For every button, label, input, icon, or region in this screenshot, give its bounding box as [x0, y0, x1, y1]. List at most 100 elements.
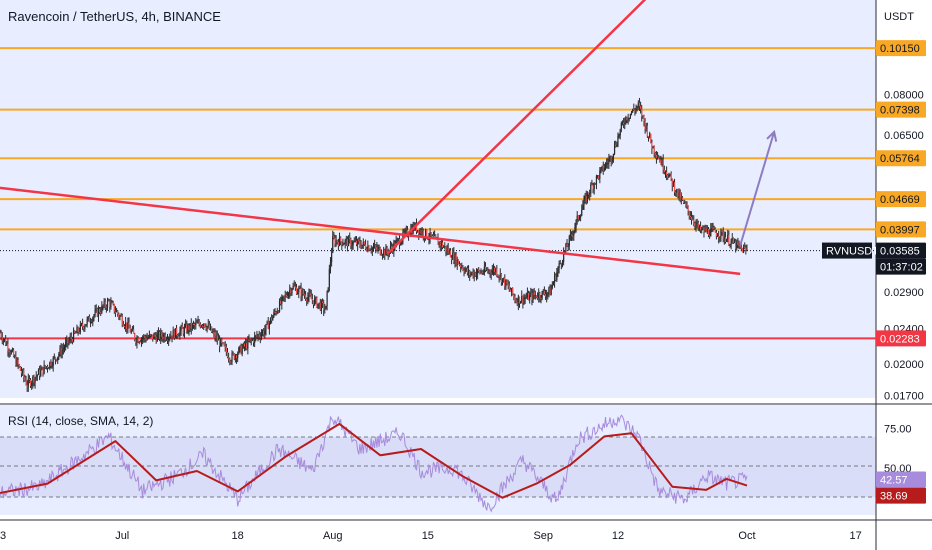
candle-body [23, 370, 25, 378]
candle-body [323, 303, 325, 311]
candle-body [362, 241, 364, 245]
candle-body [551, 285, 553, 289]
candle-body [312, 300, 315, 305]
candle-body [294, 286, 296, 288]
candle-body [130, 330, 132, 333]
time-tick-label: Aug [323, 530, 343, 542]
candle-body [435, 235, 437, 238]
candle-body [89, 322, 92, 324]
candle-body [575, 220, 577, 228]
candle-body [164, 334, 166, 340]
candle-body [504, 277, 506, 287]
candle-body [222, 342, 224, 344]
candle-body [200, 325, 203, 327]
candle-body [72, 331, 75, 342]
candle-body [69, 337, 71, 341]
candle-body [199, 324, 201, 327]
candle-body [561, 261, 564, 265]
candle-body [252, 339, 255, 343]
candle-body [478, 269, 480, 271]
price-level-lines [0, 47, 876, 340]
candle-body [548, 287, 550, 293]
candle-body [452, 252, 454, 260]
candle-body [196, 322, 198, 324]
candle-body [535, 295, 538, 298]
candle-body [298, 288, 300, 293]
candle-body [293, 285, 295, 287]
candle-body [385, 247, 387, 256]
candle-body [332, 236, 334, 253]
candle-body [230, 361, 232, 363]
candle-body [181, 326, 183, 329]
candle-body [67, 339, 69, 344]
candle-body [264, 330, 266, 335]
candle-body [208, 324, 210, 330]
candle-body [714, 228, 716, 233]
candle-body [400, 243, 402, 246]
candle-body [654, 153, 656, 155]
price-level-tag-bg [876, 40, 926, 57]
candle-body [368, 246, 370, 251]
candle-body [417, 230, 419, 232]
trendlines [0, 0, 778, 276]
candle-body [175, 328, 178, 336]
candle-body [612, 153, 615, 159]
candle-body [505, 280, 507, 287]
candle-body [244, 343, 247, 347]
candle-body [1, 337, 3, 341]
candle-body [440, 242, 442, 246]
price-level-tag-bg [876, 191, 926, 208]
candle-body [338, 237, 341, 246]
candle-body [637, 102, 639, 107]
candle-body [431, 235, 433, 237]
candle-body [420, 230, 422, 234]
candle-body [232, 353, 234, 355]
candle-body [737, 241, 739, 245]
candle-body [131, 329, 134, 331]
candle-body [672, 182, 675, 187]
candle-body [636, 106, 638, 108]
candle-body [249, 339, 251, 342]
candle-body [92, 317, 94, 322]
candle-body [448, 250, 450, 253]
candle-body [449, 250, 452, 258]
candle-body [216, 335, 218, 341]
price-tick-label: 0.06500 [884, 130, 924, 142]
candle-body [581, 209, 583, 216]
candle-body [65, 342, 67, 348]
candles [0, 97, 748, 392]
candle-body [645, 125, 647, 129]
candle-body [515, 300, 517, 302]
candle-body [103, 301, 105, 307]
candle-body [139, 341, 141, 343]
candle-body [483, 266, 486, 273]
candle-body [563, 252, 565, 262]
candle-body [24, 377, 26, 381]
candle-body [603, 167, 605, 171]
candle-body [501, 278, 504, 283]
candle-body [453, 252, 455, 263]
price-tick-label: 0.01700 [884, 391, 924, 403]
candle-body [273, 311, 275, 317]
candle-body [611, 158, 613, 162]
candle-body [529, 294, 531, 300]
candle-body [686, 205, 688, 207]
candle-body [697, 222, 699, 228]
candle-body [259, 336, 261, 338]
candle-body [498, 276, 500, 278]
candle-body [239, 345, 241, 348]
candle-body [308, 293, 310, 298]
candle-body [443, 246, 445, 248]
candle-body [188, 325, 190, 331]
candle-body [8, 350, 10, 353]
candle-body [137, 338, 139, 343]
candle-body [48, 367, 50, 369]
candle-body [276, 311, 278, 314]
candle-body [491, 270, 493, 275]
price-level-tag-bg [876, 101, 926, 118]
time-tick-label: 12 [612, 530, 624, 542]
candle-body [289, 289, 291, 293]
candle-body [669, 173, 671, 176]
candle-body [60, 348, 62, 355]
candle-body [17, 359, 19, 365]
